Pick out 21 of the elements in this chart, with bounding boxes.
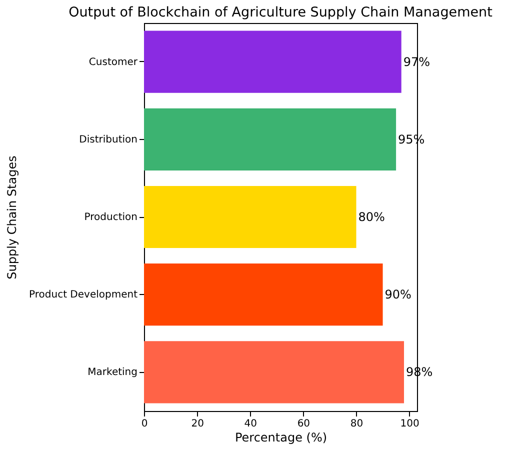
y-tick-label: Customer (88, 56, 138, 68)
x-tick-label: 100 (400, 418, 420, 430)
x-tick-label: 60 (297, 418, 310, 430)
bar (144, 264, 383, 326)
y-tick-label: Distribution (79, 134, 138, 146)
data-label: 90% (384, 288, 412, 302)
y-tick-label: Marketing (88, 367, 138, 378)
x-tick-label: 80 (350, 418, 364, 430)
x-tick-label: 20 (191, 418, 204, 430)
bar (144, 186, 356, 248)
x-tick-label: 0 (141, 418, 148, 430)
bar (144, 108, 396, 170)
y-axis-title: Supply Chain Stages (5, 156, 20, 280)
chart-title: Output of Blockchain of Agriculture Supply Chain Management (68, 4, 492, 20)
y-tick-label: Product Development (29, 290, 138, 301)
x-axis-title: Percentage (%) (234, 430, 328, 444)
data-label: 80% (358, 210, 385, 224)
bar (144, 30, 402, 93)
x-tick-label: 40 (244, 418, 257, 430)
y-tick-label: Production (84, 212, 138, 223)
bar (144, 341, 404, 404)
